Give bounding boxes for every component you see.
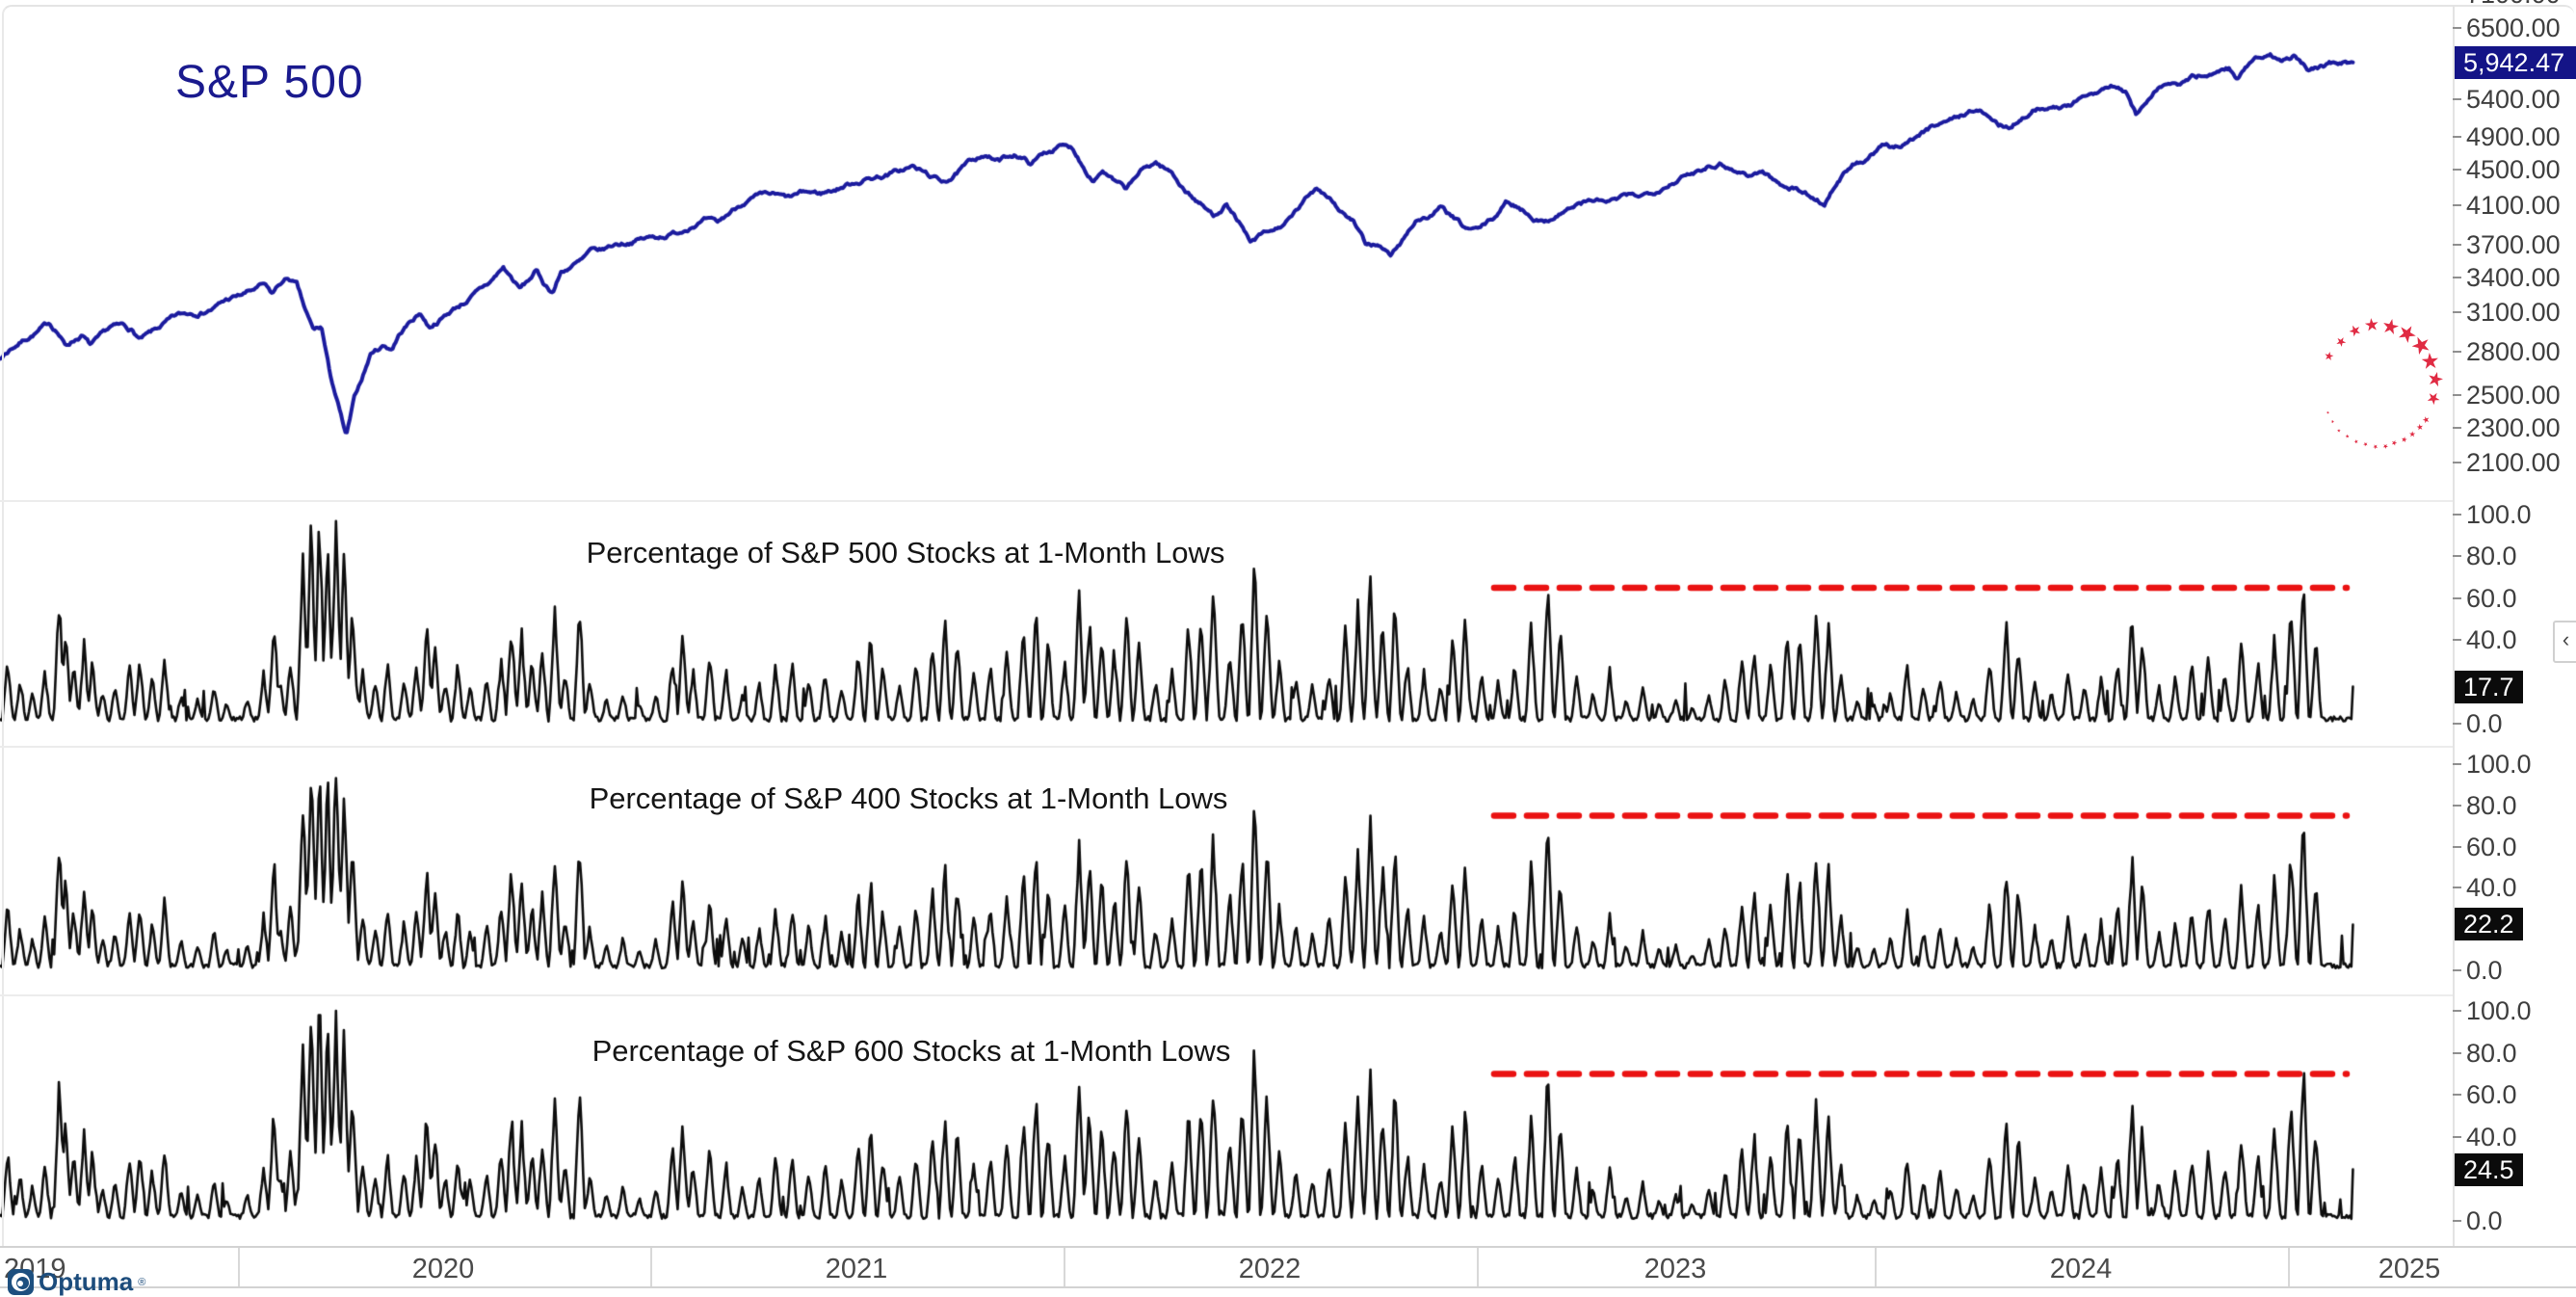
y-axis-tick-label: 60.0 <box>2466 583 2517 613</box>
y-axis-tick <box>2453 1010 2461 1012</box>
y-axis-tick-label: 4100.00 <box>2466 190 2561 220</box>
y-axis-tick-label: 0.0 <box>2466 1206 2503 1235</box>
y-axis-tick <box>2453 203 2461 206</box>
y-axis-tick <box>2453 461 2461 463</box>
y-axis-tick <box>2453 887 2461 889</box>
y-axis-tick <box>2453 514 2461 516</box>
panel-divider <box>0 994 2453 996</box>
y-axis-tick-label: 100.0 <box>2466 996 2532 1025</box>
y-axis-tick <box>2453 243 2461 246</box>
y-axis-tick <box>2453 1094 2461 1097</box>
x-axis-divider <box>238 1248 240 1286</box>
x-axis-divider <box>2288 1248 2290 1286</box>
y-axis-tick-label: 80.0 <box>2466 1038 2517 1068</box>
panel-title-sp500-lows: Percentage of S&P 500 Stocks at 1-Month … <box>586 536 1225 569</box>
y-axis-tick <box>2453 1051 2461 1054</box>
last-price-badge: 5,942.47 <box>2455 45 2576 79</box>
y-axis-tick-label: 3400.00 <box>2466 262 2561 292</box>
x-axis-year-label: 2022 <box>1238 1254 1301 1284</box>
y-axis-tick <box>2453 763 2461 765</box>
y-axis-tick-label: 60.0 <box>2466 832 2517 861</box>
panel-title-sp400-lows: Percentage of S&P 400 Stocks at 1-Month … <box>589 781 1228 815</box>
x-axis-divider <box>1477 1248 1479 1286</box>
y-axis-tick-label: 6500.00 <box>2466 13 2561 42</box>
y-axis-tick-label: 100.0 <box>2466 750 2532 779</box>
y-axis-tick-label: 5400.00 <box>2466 84 2561 114</box>
collapse-axis-button[interactable]: ‹ <box>2553 621 2576 663</box>
star-icon: ★ <box>2363 314 2381 336</box>
y-axis-tick <box>2453 804 2461 807</box>
y-axis-tick-label: 2300.00 <box>2466 412 2561 442</box>
last-value-badge: 22.2 <box>2455 908 2523 941</box>
y-axis-tick-label: 2100.00 <box>2466 447 2561 477</box>
y-axis-tick <box>2453 723 2461 725</box>
y-axis-tick-label: 40.0 <box>2466 625 2517 655</box>
star-icon: ★ <box>2372 441 2379 450</box>
y-axis-tick <box>2453 168 2461 171</box>
y-axis-line <box>2453 6 2455 1247</box>
star-icon: ★ <box>2424 370 2447 389</box>
optuma-wordmark: Optuma <box>39 1267 134 1296</box>
y-axis-tick-label: 3100.00 <box>2466 298 2561 328</box>
y-axis-tick-label: 3700.00 <box>2466 229 2561 259</box>
x-axis-year-label: 2024 <box>2049 1254 2113 1284</box>
star-icon: ★ <box>2381 441 2389 450</box>
y-axis-tick <box>2453 394 2461 397</box>
y-axis-tick-label: 7100.00 <box>2466 0 2561 10</box>
panel-divider <box>0 746 2453 748</box>
x-axis-divider <box>1875 1248 1877 1286</box>
y-axis-tick <box>2453 845 2461 848</box>
x-axis-divider <box>1064 1248 1065 1286</box>
y-axis-tick-label: 2500.00 <box>2466 381 2561 410</box>
y-axis-tick <box>2453 969 2461 971</box>
y-axis-tick-label: 4900.00 <box>2466 121 2561 151</box>
y-axis-tick <box>2453 426 2461 429</box>
x-axis-year-label: 2021 <box>825 1254 888 1284</box>
optuma-icon <box>8 1269 34 1295</box>
y-axis-tick <box>2453 351 2461 354</box>
x-axis-year-label: 2023 <box>1643 1254 1707 1284</box>
optuma-logo: Optuma ® <box>8 1267 145 1297</box>
y-axis-tick-label: 80.0 <box>2466 790 2517 820</box>
last-value-badge: 17.7 <box>2455 670 2523 703</box>
y-axis-tick-label: 0.0 <box>2466 709 2503 738</box>
panel-divider <box>0 500 2453 502</box>
y-axis-tick-label: 60.0 <box>2466 1080 2517 1110</box>
x-axis-year-label: 2025 <box>2378 1254 2441 1284</box>
y-axis-tick-label: 2800.00 <box>2466 337 2561 367</box>
y-axis-tick-label: 0.0 <box>2466 956 2503 985</box>
y-axis-tick <box>2453 1220 2461 1222</box>
x-axis-scale[interactable]: 2019 2020 2021 2022 2023 2024 2025 <box>0 1246 2576 1288</box>
y-axis-tick-label: 40.0 <box>2466 873 2517 903</box>
y-axis-tick <box>2453 596 2461 599</box>
registered-trademark-icon: ® <box>138 1276 146 1288</box>
y-axis-tick-label: 80.0 <box>2466 542 2517 571</box>
x-axis-year-label: 2020 <box>411 1254 475 1284</box>
y-axis-tick-label: 100.0 <box>2466 500 2532 529</box>
y-axis-tick <box>2453 276 2461 278</box>
y-axis-tick <box>2453 555 2461 558</box>
price-panel-title: S&P 500 <box>175 57 364 108</box>
y-axis-tick-label: 4500.00 <box>2466 154 2561 184</box>
last-value-badge: 24.5 <box>2455 1152 2523 1186</box>
y-axis-tick <box>2453 135 2461 138</box>
y-axis-tick <box>2453 1135 2461 1138</box>
all-star-charts-logo: ALL STAR CHARTS <box>2211 306 2471 470</box>
y-axis-tick <box>2453 639 2461 642</box>
x-axis-divider <box>650 1248 652 1286</box>
y-axis-tick <box>2453 27 2461 29</box>
y-axis-tick-label: 40.0 <box>2466 1122 2517 1151</box>
y-axis-tick <box>2453 311 2461 314</box>
panel-title-sp600-lows: Percentage of S&P 600 Stocks at 1-Month … <box>591 1034 1231 1068</box>
y-axis-tick <box>2453 97 2461 100</box>
